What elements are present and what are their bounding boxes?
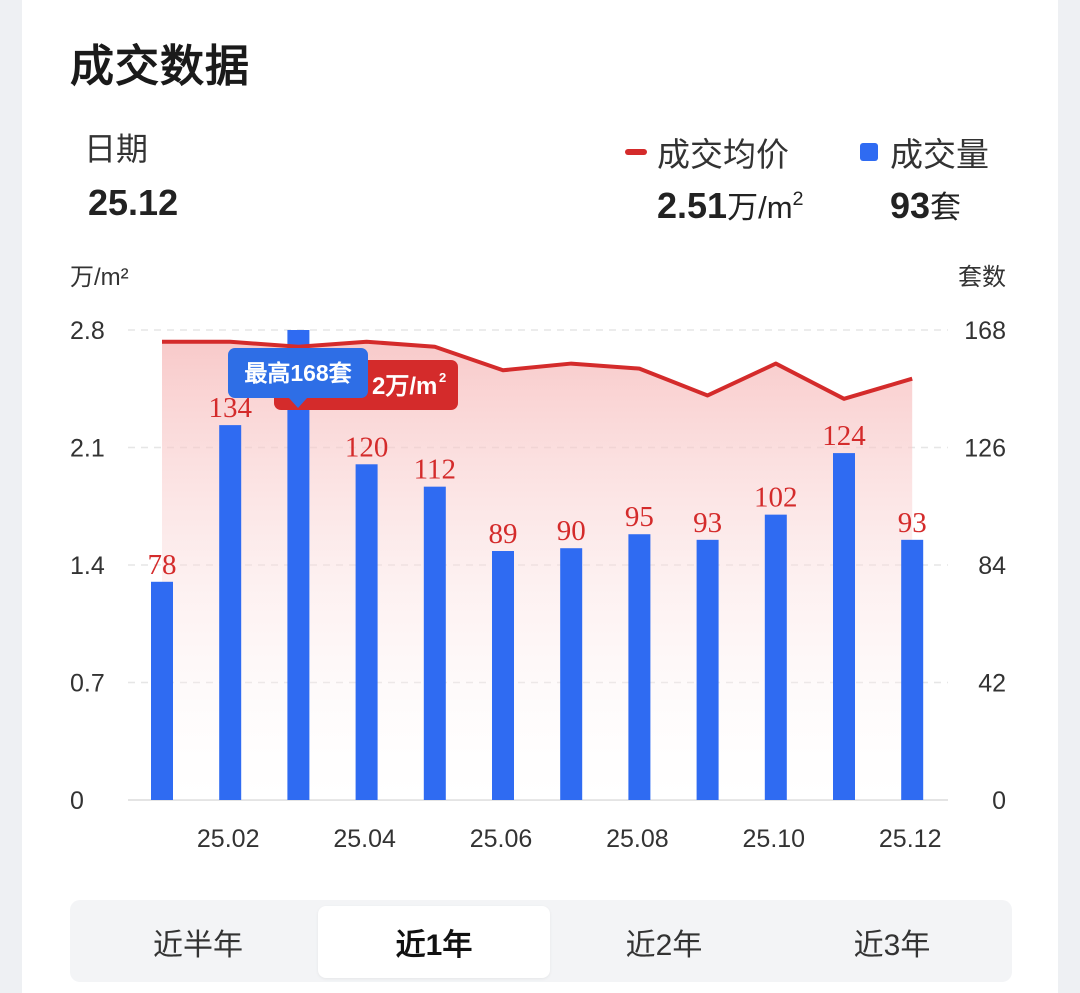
price-area — [162, 341, 913, 800]
volume-bar — [492, 551, 514, 800]
price-unit: 万/m — [727, 190, 793, 225]
left-axis-unit: 万/m² — [70, 264, 129, 291]
legend-price: 成交均价 — [625, 128, 789, 176]
right-tick-label: 0 — [992, 787, 1006, 815]
date-value: 25.12 — [88, 182, 179, 223]
bar-value-label: 89 — [489, 518, 518, 550]
x-tick-label: 25.04 — [333, 825, 396, 853]
right-tick-label: 168 — [964, 317, 1006, 345]
left-tick-label: 2.1 — [70, 435, 105, 463]
tab-1-year[interactable]: 近1年 — [318, 906, 550, 978]
volume-tooltip — [228, 348, 368, 398]
volume-value: 93套 — [890, 182, 961, 227]
price-unit-sup: 2 — [792, 188, 804, 210]
price-number: 2.51 — [657, 185, 728, 226]
right-tick-label: 126 — [964, 435, 1006, 463]
square-swatch-icon — [860, 143, 878, 161]
left-tick-label: 1.4 — [70, 552, 105, 580]
transaction-card: 成交数据 日期 25.12 成交均价 成交量 2.51万/m2 93套 万/m²… — [22, 0, 1058, 993]
left-tick-label: 0 — [70, 787, 84, 815]
bar-value-label: 124 — [822, 420, 866, 452]
volume-bar — [901, 539, 924, 800]
line-swatch-icon — [625, 149, 647, 155]
volume-bar — [628, 534, 651, 800]
price-line — [162, 339, 913, 401]
legend-price-label: 成交均价 — [657, 136, 789, 173]
left-tick-label: 2.8 — [70, 317, 105, 345]
volume-bar — [151, 581, 173, 800]
bar-value-label: 112 — [414, 454, 456, 486]
bar-value-label: 78 — [148, 549, 177, 581]
price-tooltip-sup: 2 — [439, 370, 446, 385]
legend-volume: 成交量 — [860, 128, 989, 176]
volume-unit: 套 — [930, 190, 962, 225]
right-tick-label: 42 — [978, 670, 1006, 698]
x-tick-label: 25.08 — [606, 825, 669, 853]
left-tick-label: 0.7 — [70, 670, 105, 698]
tab-2-year[interactable]: 近2年 — [625, 929, 703, 962]
bar-value-label: 102 — [754, 482, 798, 514]
bar-value-label: 93 — [898, 507, 927, 539]
right-tick-label: 84 — [978, 552, 1006, 580]
bar-value-label: 95 — [625, 501, 654, 533]
card-title: 成交数据 — [70, 42, 250, 91]
volume-bar — [287, 330, 310, 800]
bar-value-label: 93 — [693, 507, 722, 539]
tab-3-year[interactable]: 近3年 — [853, 929, 931, 962]
volume-bar — [833, 453, 855, 800]
x-tick-label: 25.02 — [197, 825, 260, 853]
volume-bar — [423, 486, 446, 800]
volume-bar — [355, 464, 378, 800]
date-label: 日期 — [84, 131, 149, 167]
volume-tooltip-pointer — [289, 398, 307, 408]
volume-number: 93 — [890, 185, 931, 226]
volume-bar — [764, 514, 787, 800]
tab-half-year[interactable]: 近半年 — [153, 929, 243, 962]
x-tick-label: 25.10 — [743, 825, 806, 853]
bar-value-label: 90 — [557, 515, 586, 547]
volume-bar — [696, 539, 719, 800]
range-tabs: 近半年 近1年 近2年 近3年 — [70, 900, 1012, 982]
price-tooltip-text: 2万/m — [372, 373, 437, 400]
price-value: 2.51万/m2 — [657, 182, 804, 227]
legend-volume-label: 成交量 — [890, 136, 989, 173]
volume-bar — [560, 548, 583, 800]
bar-value-label: 120 — [345, 431, 389, 463]
x-tick-label: 25.06 — [470, 825, 533, 853]
volume-bar — [219, 425, 242, 800]
x-tick-label: 25.12 — [879, 825, 942, 853]
volume-tooltip-text: 最高168套 — [244, 360, 351, 386]
right-axis-unit: 套数 — [958, 264, 1006, 291]
